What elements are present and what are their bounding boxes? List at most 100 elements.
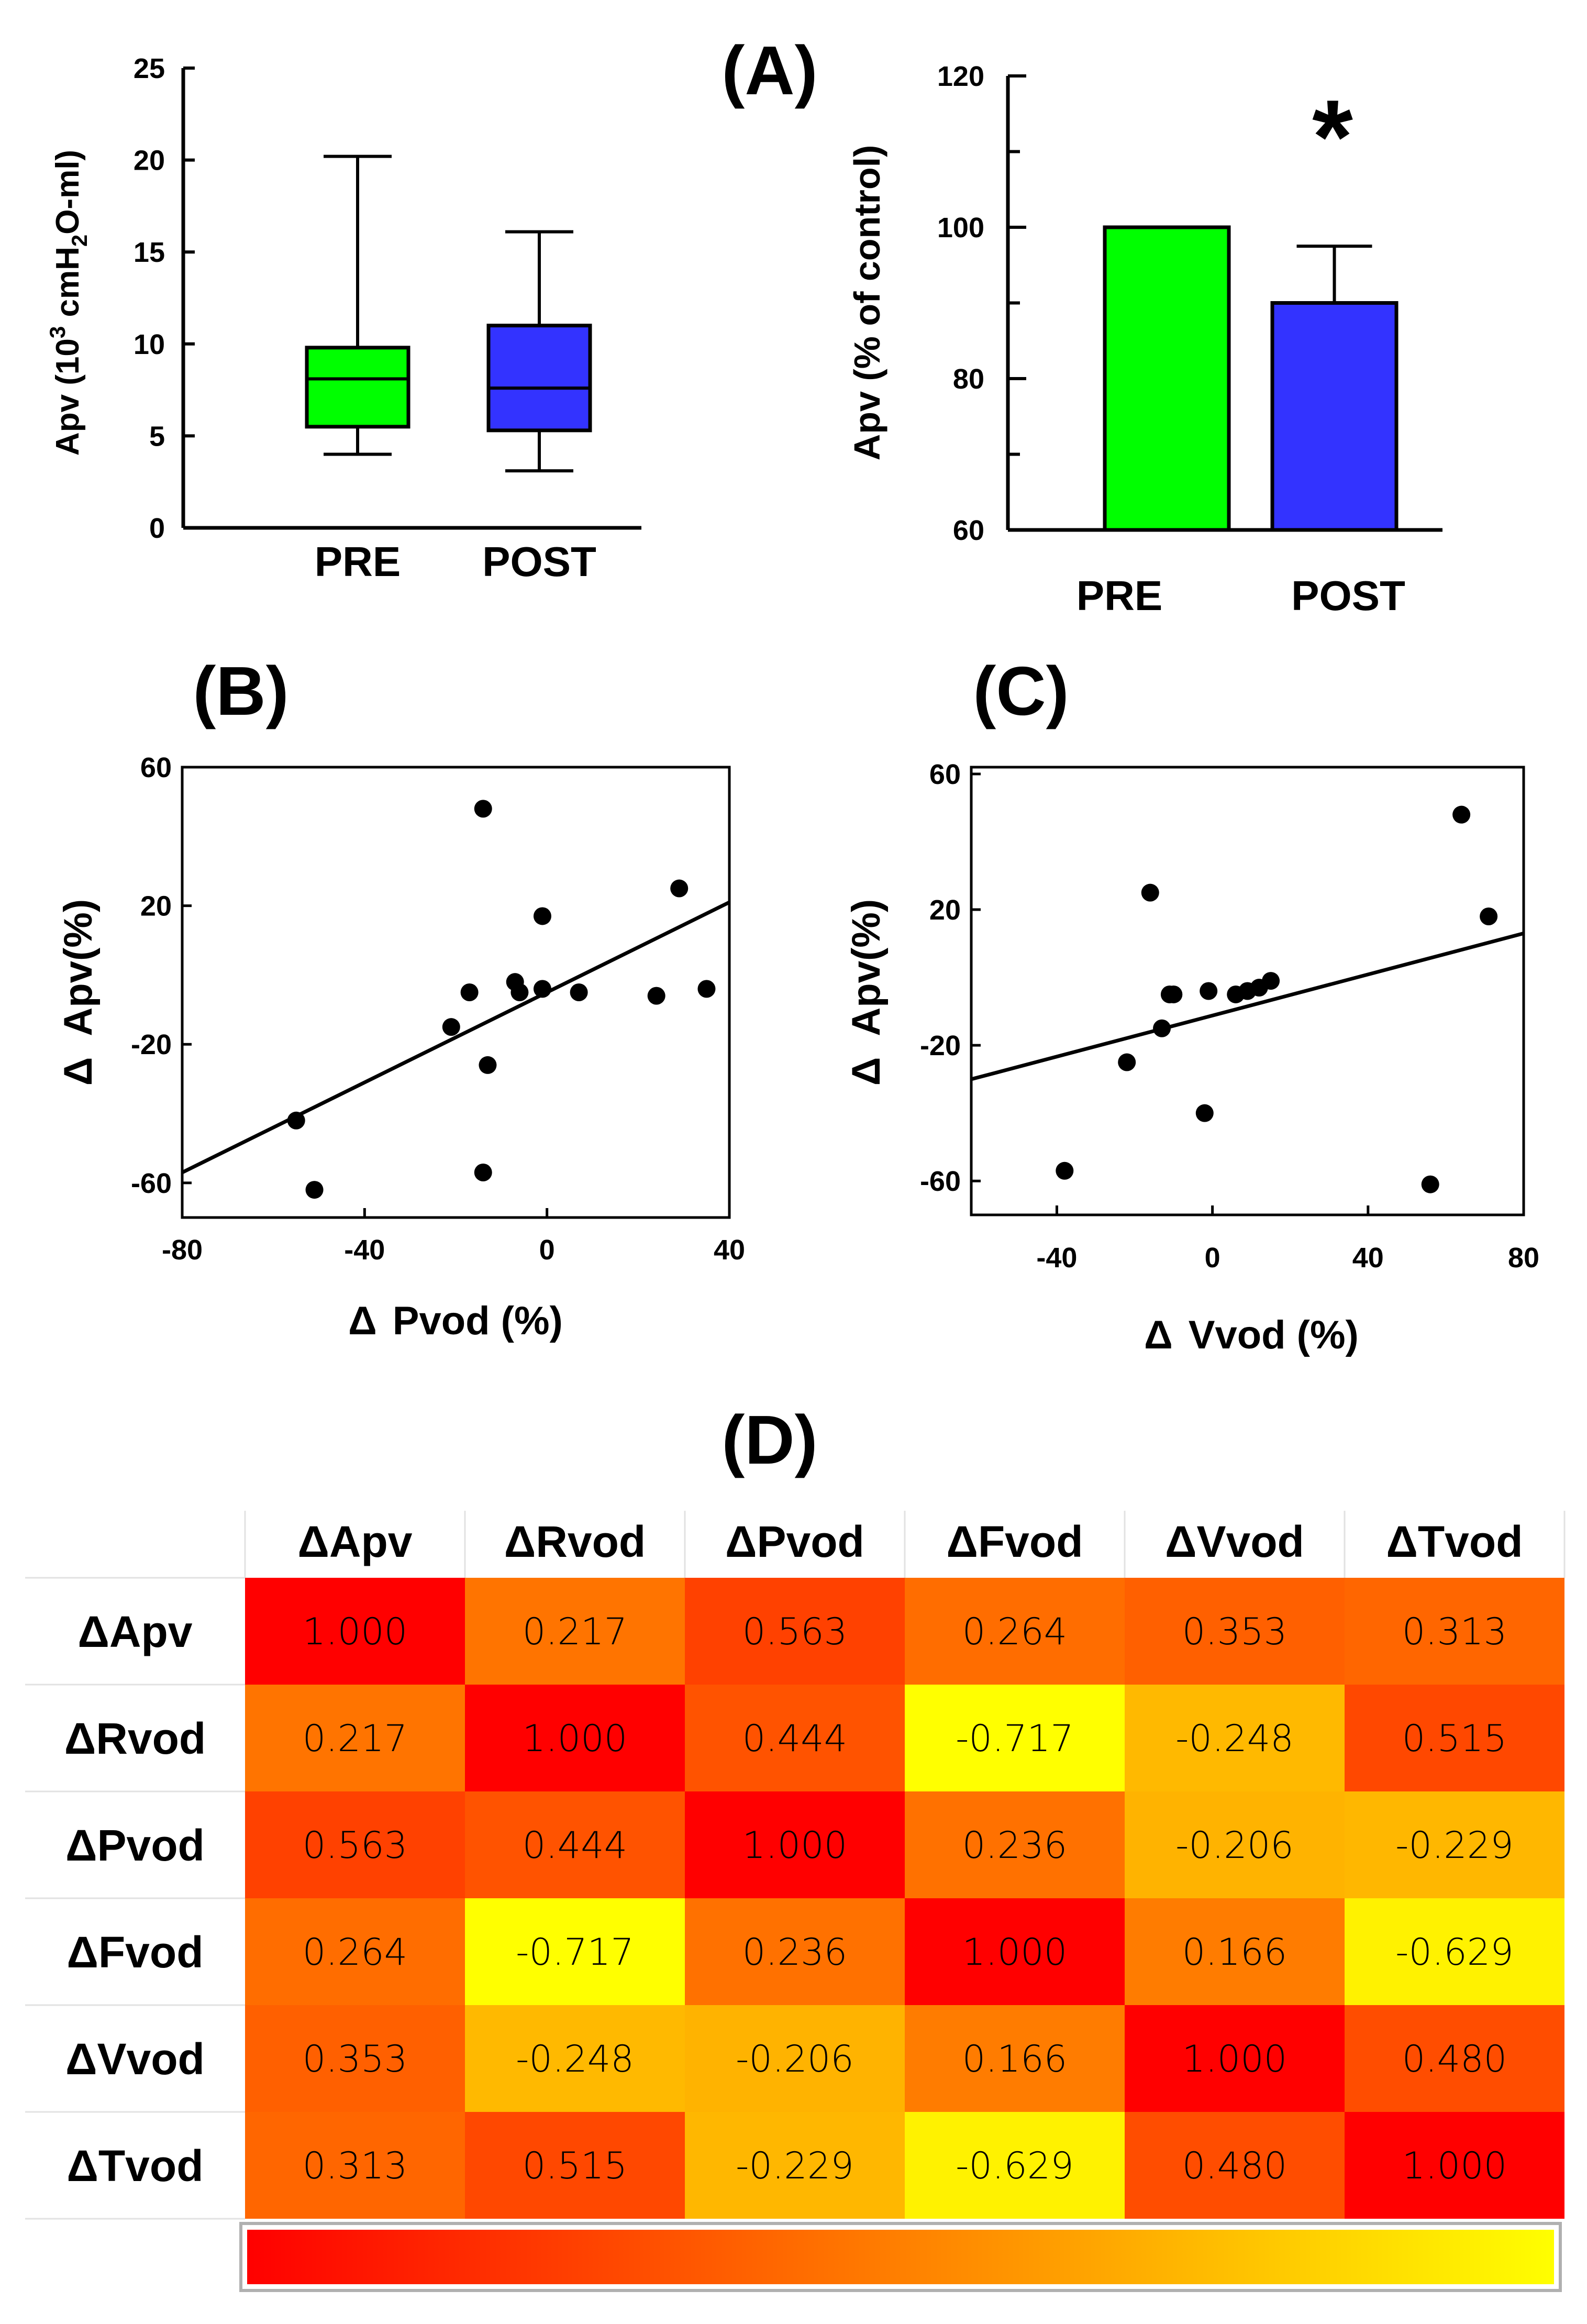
heatmap-col-header: ΔFvod [946, 1517, 1083, 1566]
bar-pre [1103, 225, 1231, 532]
heatmap-cell [685, 1578, 905, 1685]
box-plot-boxes [305, 154, 592, 473]
correlation-heatmap: ΔApv ΔRvod ΔPvod ΔFvod ΔVvod ΔTvod ΔApv ΔRvod ΔP… [25, 1511, 1566, 2220]
scatter-b-point [305, 1181, 324, 1199]
heatmap-cell-value: 0.313 [303, 2144, 407, 2187]
scatter-b-point [474, 1164, 492, 1181]
heatmap-cell [1345, 1791, 1564, 1898]
scatter-c-y-text: Apv(%) [844, 899, 889, 1036]
scatter-b-y-tick-label: 60 [140, 752, 172, 783]
panel-label-c: (C) [973, 652, 1069, 729]
heatmap-cell-value: 1.000 [523, 1717, 627, 1760]
heatmap-cell-value: 1.000 [742, 1824, 847, 1867]
heatmap-cell [905, 2112, 1125, 2219]
heatmap-col-header: ΔTvod [1386, 1517, 1523, 1566]
panel-label-d: (D) [722, 1401, 817, 1478]
scatter-b-x-text: Pvod (%) [393, 1299, 563, 1343]
bar-chart-y-ticks: 60 80 100 120 [937, 61, 1026, 546]
heatmap-cell [1345, 1685, 1564, 1791]
scatter-c-x-tick-label: 80 [1508, 1242, 1539, 1274]
heatmap-cell [465, 1578, 685, 1685]
scatter-c-y-tick-label: 60 [929, 759, 961, 790]
heatmap-row-header: ΔRvod [64, 1714, 206, 1763]
scatter-b-x-tick-label: -40 [344, 1234, 385, 1266]
scatter-c-y-tick-label: 20 [929, 894, 961, 926]
panel-label-a: (A) [722, 32, 817, 109]
scatter-c-frame [970, 766, 1525, 1216]
scatter-c-point [1195, 1104, 1214, 1122]
heatmap-cell-value: 0.444 [523, 1824, 627, 1867]
scatter-b-y-tick-label: 20 [140, 891, 172, 922]
scatter-b-point [570, 983, 588, 1001]
heatmap-cell [1345, 2112, 1564, 2219]
bar-post [1270, 301, 1399, 532]
heatmap-cell-value: 0.515 [1402, 1717, 1507, 1760]
box-post [486, 324, 592, 433]
heatmap-cell [1125, 2005, 1345, 2112]
scatter-c-ticks: -40 0 40 80 60 20 -20 -60 [920, 759, 1539, 1274]
heatmap-cell-value: 0.313 [1402, 1610, 1507, 1653]
scatter-c-point [1153, 1019, 1171, 1037]
bar-tick-label: 120 [937, 61, 984, 92]
heatmap-cell [1345, 1578, 1564, 1685]
box-tick-label: 25 [134, 53, 165, 84]
heatmap-cell-value: -0.206 [736, 2038, 854, 2080]
scatter-b-fit-line [181, 900, 730, 1175]
box-tick-label: 20 [134, 145, 165, 176]
scatter-c-x-tick-label: -40 [1036, 1242, 1077, 1274]
heatmap-cell [245, 1578, 465, 1685]
box-plot-y-label-pre: Apv (10 [50, 338, 86, 456]
heatmap-cell [465, 2112, 685, 2219]
bar-chart-category-pre: PRE [1077, 572, 1163, 619]
heatmap-cell-value: 1.000 [1402, 2144, 1507, 2187]
scatter-c-y-tick-label: -20 [920, 1030, 961, 1061]
heatmap-cell [685, 1685, 905, 1791]
box-plot-y-ticks: 0 5 10 15 20 25 [134, 53, 195, 544]
box-tick-label: 15 [134, 237, 165, 268]
bar-chart-y-label: Apv (% of control) [847, 145, 887, 461]
box-plot-category-post: POST [482, 538, 596, 585]
scatter-b-point [460, 983, 479, 1001]
scatter-b-point [697, 980, 716, 998]
bar-tick-label: 100 [937, 212, 984, 244]
scatter-b: -80 -40 0 40 60 20 -20 -60 Δ Pvod (%) Δ Apv(%) [56, 752, 745, 1343]
heatmap-col-header: ΔRvod [504, 1517, 646, 1566]
heatmap-cell-value: 0.563 [303, 1824, 407, 1867]
scatter-b-y-tick-label: -20 [131, 1029, 172, 1060]
colorbar-gradient [247, 2230, 1554, 2284]
heatmap-cell-value: 1.000 [962, 1931, 1067, 1974]
scatter-c-point [1452, 805, 1471, 824]
scatter-c-y-delta: Δ [844, 1057, 889, 1086]
heatmap-cell-value: 1.000 [303, 1610, 407, 1653]
box-plot-y-label-mid: cmH [50, 247, 86, 326]
heatmap-cell-value: 0.217 [523, 1610, 627, 1653]
heatmap-cell [245, 2112, 465, 2219]
heatmap-cell [1345, 1898, 1564, 2005]
box-pre [305, 346, 410, 429]
heatmap-cell [685, 1898, 905, 2005]
scatter-b-point [670, 879, 689, 898]
heatmap-cell-value: -0.248 [1175, 1717, 1294, 1760]
heatmap-cell [685, 2112, 905, 2219]
panel-label-b: (B) [193, 652, 288, 729]
box-plot-y-label-post: O-ml) [50, 150, 86, 235]
heatmap-cell [685, 1791, 905, 1898]
scatter-c-point [1200, 982, 1218, 1000]
heatmap-col-header: ΔPvod [725, 1517, 864, 1566]
heatmap-cell-value: -0.629 [1395, 1931, 1514, 1974]
scatter-c-x-tick-label: 0 [1205, 1242, 1220, 1274]
scatter-b-ticks: -80 -40 0 40 60 20 -20 -60 [131, 752, 745, 1266]
heatmap-cell-value: 0.444 [742, 1717, 847, 1760]
scatter-c-point [1056, 1161, 1074, 1180]
scatter-b-point [533, 980, 551, 998]
heatmap-cell-value: 0.264 [962, 1610, 1067, 1653]
heatmap-cell-value: 0.236 [742, 1931, 847, 1974]
scatter-b-point [479, 1056, 497, 1074]
scatter-c-x-text: Vvod (%) [1189, 1313, 1359, 1357]
heatmap-cell-value: -0.206 [1175, 1824, 1294, 1867]
heatmap-row-header: ΔPvod [65, 1821, 205, 1870]
heatmap-cell [245, 1685, 465, 1791]
bar-chart-category-post: POST [1291, 572, 1405, 619]
heatmap-row-header: ΔFvod [66, 1928, 203, 1977]
heatmap-cell-value: 0.264 [303, 1931, 407, 1974]
